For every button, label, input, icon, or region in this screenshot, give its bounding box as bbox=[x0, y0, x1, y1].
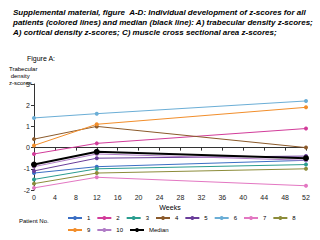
svg-text:8: 8 bbox=[292, 215, 296, 221]
svg-text:24: 24 bbox=[156, 194, 164, 201]
svg-text:48: 48 bbox=[281, 194, 289, 201]
svg-text:4: 4 bbox=[53, 194, 57, 201]
svg-text:-1: -1 bbox=[24, 165, 30, 172]
svg-text:6: 6 bbox=[234, 215, 238, 221]
svg-text:2: 2 bbox=[26, 102, 30, 109]
svg-text:52: 52 bbox=[302, 194, 310, 201]
svg-text:density: density bbox=[9, 73, 31, 79]
svg-text:0: 0 bbox=[32, 194, 36, 201]
svg-text:5: 5 bbox=[204, 215, 208, 221]
svg-text:4: 4 bbox=[175, 215, 179, 221]
svg-text:32: 32 bbox=[197, 194, 205, 201]
svg-text:7: 7 bbox=[263, 215, 267, 221]
svg-text:0: 0 bbox=[26, 144, 30, 151]
svg-text:Median: Median bbox=[149, 227, 169, 233]
svg-text:Patient No.: Patient No. bbox=[19, 218, 49, 224]
svg-text:Trabecular: Trabecular bbox=[9, 66, 37, 72]
svg-text:z-scores: z-scores bbox=[9, 80, 32, 86]
svg-text:9: 9 bbox=[87, 227, 91, 233]
svg-text:2: 2 bbox=[116, 215, 120, 221]
svg-text:28: 28 bbox=[177, 194, 185, 201]
svg-text:1: 1 bbox=[87, 215, 91, 221]
svg-text:20: 20 bbox=[135, 194, 143, 201]
svg-text:3: 3 bbox=[146, 215, 150, 221]
svg-text:Weeks: Weeks bbox=[159, 204, 181, 211]
svg-text:Supplemental material, figure: Supplemental material, figure A-D: Indiv… bbox=[13, 8, 308, 17]
svg-text:44: 44 bbox=[260, 194, 268, 201]
svg-text:8: 8 bbox=[74, 194, 78, 201]
svg-text:40: 40 bbox=[239, 194, 247, 201]
svg-text:Figure A:: Figure A: bbox=[27, 55, 55, 63]
svg-text:1: 1 bbox=[26, 123, 30, 130]
svg-text:10: 10 bbox=[116, 227, 123, 233]
svg-text:16: 16 bbox=[114, 194, 122, 201]
svg-text:12: 12 bbox=[93, 194, 101, 201]
svg-text:36: 36 bbox=[218, 194, 226, 201]
svg-text:A) cortical density z-scores;: A) cortical density z-scores; C) muscle … bbox=[12, 28, 277, 37]
svg-text:patients (colored lines) and m: patients (colored lines) and median (bla… bbox=[12, 18, 315, 27]
svg-text:-2: -2 bbox=[24, 187, 30, 194]
